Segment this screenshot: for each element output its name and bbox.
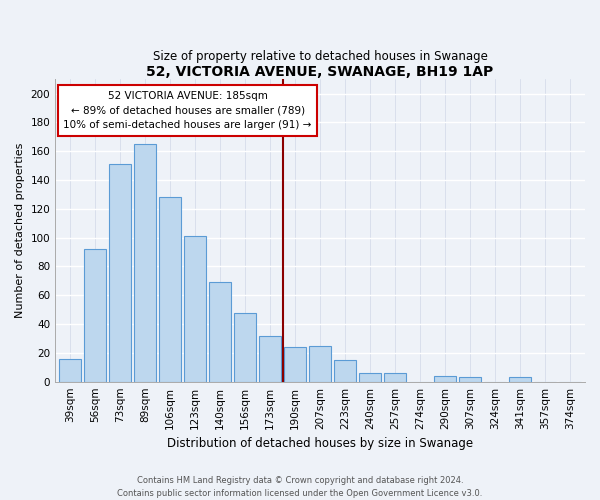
Bar: [284, 347, 307, 382]
Y-axis label: Number of detached properties: Number of detached properties: [15, 142, 25, 318]
Bar: [509, 378, 531, 382]
Bar: [384, 373, 406, 382]
Bar: [184, 236, 206, 382]
Bar: [459, 378, 481, 382]
Text: 52 VICTORIA AVENUE: 185sqm
← 89% of detached houses are smaller (789)
10% of sem: 52 VICTORIA AVENUE: 185sqm ← 89% of deta…: [64, 90, 312, 130]
Bar: [134, 144, 157, 382]
Bar: [209, 282, 232, 382]
Bar: [59, 358, 82, 382]
Bar: [259, 336, 281, 382]
Bar: [84, 249, 106, 382]
X-axis label: Distribution of detached houses by size in Swanage: Distribution of detached houses by size …: [167, 437, 473, 450]
Text: Size of property relative to detached houses in Swanage: Size of property relative to detached ho…: [152, 50, 488, 62]
Bar: [159, 198, 181, 382]
Bar: [434, 376, 456, 382]
Title: 52, VICTORIA AVENUE, SWANAGE, BH19 1AP: 52, VICTORIA AVENUE, SWANAGE, BH19 1AP: [146, 65, 494, 79]
Bar: [309, 346, 331, 382]
Bar: [234, 312, 256, 382]
Bar: [334, 360, 356, 382]
Bar: [359, 373, 382, 382]
Bar: [109, 164, 131, 382]
Text: Contains HM Land Registry data © Crown copyright and database right 2024.
Contai: Contains HM Land Registry data © Crown c…: [118, 476, 482, 498]
